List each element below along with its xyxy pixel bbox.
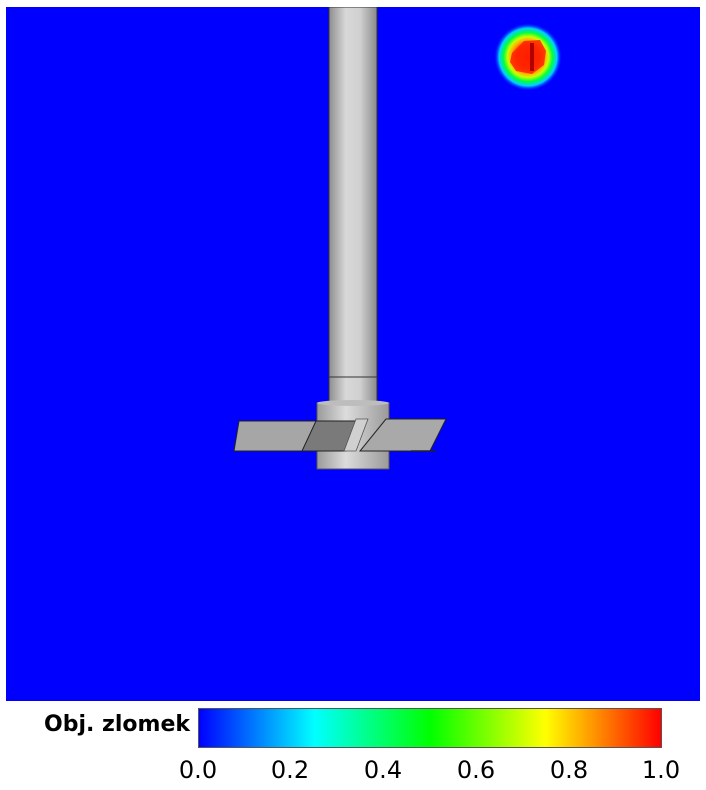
high-fraction-region [494,23,562,91]
colorbar-tick-label: 0.6 [456,756,496,784]
colorbar-tick-label: 0.0 [178,756,218,784]
impeller-blades [233,418,447,452]
colorbar-title: Obj. zlomek [44,712,190,737]
colorbar-tick-label: 0.2 [270,756,310,784]
colorbar-tick-label: 0.8 [549,756,589,784]
colorbar-tick-label: 1.0 [641,756,681,784]
contour-plot [6,7,700,701]
colorbar-tick-label: 0.4 [363,756,403,784]
impeller-shaft [328,7,378,405]
colorbar [198,708,662,748]
